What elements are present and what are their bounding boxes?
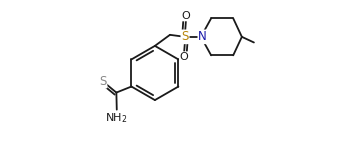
Text: S: S (181, 30, 189, 43)
Text: S: S (99, 75, 107, 88)
Text: N: N (198, 30, 207, 43)
Text: O: O (182, 11, 190, 21)
Text: O: O (180, 52, 188, 62)
Text: NH$_2$: NH$_2$ (105, 112, 128, 126)
